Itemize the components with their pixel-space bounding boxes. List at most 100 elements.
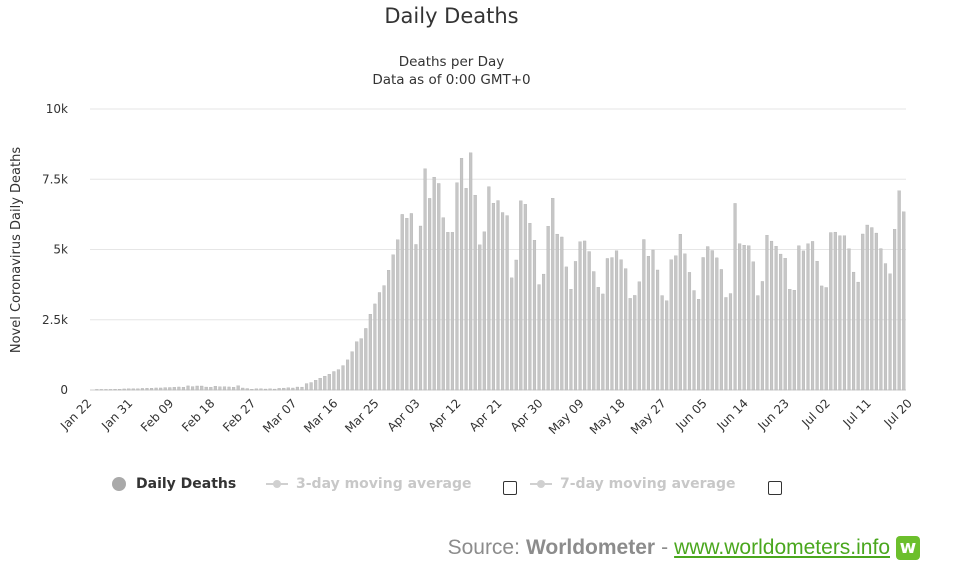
bar[interactable] [355, 341, 359, 391]
bar[interactable] [583, 240, 587, 391]
bar[interactable] [464, 188, 468, 391]
bar[interactable] [218, 386, 222, 391]
bar[interactable] [104, 389, 108, 391]
bar[interactable] [450, 232, 454, 391]
bar[interactable] [820, 285, 824, 391]
bar[interactable] [642, 239, 646, 391]
bar[interactable] [496, 200, 500, 391]
bar[interactable] [241, 387, 245, 391]
bar[interactable] [95, 389, 99, 391]
bar[interactable] [665, 300, 669, 391]
bar[interactable] [719, 269, 723, 391]
bar[interactable] [332, 371, 336, 391]
bar[interactable] [655, 269, 660, 391]
bar[interactable] [491, 203, 496, 391]
bar[interactable] [277, 388, 281, 391]
bar[interactable] [318, 378, 322, 391]
legend-item-3day-moving-average[interactable]: 3-day moving average [296, 476, 472, 492]
bar[interactable] [295, 386, 299, 391]
bar[interactable] [377, 292, 382, 391]
bar[interactable] [473, 195, 477, 391]
bar[interactable] [628, 298, 632, 391]
bar[interactable] [651, 249, 655, 391]
bar[interactable] [350, 351, 354, 391]
bar[interactable] [592, 271, 596, 391]
bar[interactable] [232, 387, 236, 391]
bar[interactable] [528, 223, 532, 391]
bar[interactable] [341, 365, 345, 391]
bar[interactable] [300, 386, 304, 391]
bar[interactable] [254, 388, 258, 391]
bar[interactable] [783, 258, 787, 391]
bar[interactable] [409, 213, 413, 391]
bar[interactable] [396, 239, 400, 391]
bar[interactable] [842, 235, 847, 391]
bar[interactable] [756, 295, 760, 391]
bar[interactable] [833, 231, 837, 391]
bar[interactable] [159, 387, 163, 391]
bar[interactable] [697, 299, 701, 391]
bar[interactable] [601, 293, 605, 391]
bar[interactable] [724, 297, 728, 391]
bar[interactable] [432, 176, 436, 391]
bar[interactable] [856, 281, 860, 391]
bar[interactable] [118, 389, 122, 391]
bar[interactable] [131, 388, 135, 391]
bar[interactable] [209, 387, 213, 391]
bar[interactable] [414, 244, 418, 391]
bar[interactable] [605, 258, 609, 391]
bar[interactable] [865, 224, 869, 391]
bar[interactable] [742, 245, 746, 391]
bar[interactable] [505, 215, 509, 391]
bar[interactable] [706, 246, 710, 391]
bar[interactable] [172, 387, 176, 391]
bar[interactable] [888, 273, 892, 391]
bar[interactable] [336, 369, 341, 391]
bar[interactable] [614, 250, 619, 391]
bar[interactable] [747, 245, 751, 391]
bar[interactable] [555, 233, 559, 391]
bar[interactable] [405, 218, 409, 391]
bar[interactable] [874, 232, 878, 391]
bar[interactable] [701, 257, 705, 391]
legend-item-daily-deaths[interactable]: Daily Deaths [136, 476, 237, 492]
legend-item-7day-moving-average[interactable]: 7-day moving average [560, 476, 736, 492]
bar[interactable] [861, 233, 865, 391]
checkbox-3day-moving-average[interactable] [503, 481, 517, 495]
bar[interactable] [560, 236, 564, 391]
bar[interactable] [728, 293, 733, 391]
bar[interactable] [815, 261, 819, 391]
bar[interactable] [738, 243, 742, 391]
bar[interactable] [596, 287, 600, 391]
bar[interactable] [779, 253, 783, 391]
bar[interactable] [400, 214, 404, 391]
bar[interactable] [236, 385, 240, 391]
bar[interactable] [687, 272, 692, 391]
bar[interactable] [259, 388, 263, 391]
bar[interactable] [542, 273, 546, 391]
bar[interactable] [145, 388, 149, 391]
bar[interactable] [140, 388, 144, 391]
bar[interactable] [637, 281, 641, 391]
bar[interactable] [273, 388, 277, 391]
bar[interactable] [181, 387, 186, 391]
bar[interactable] [345, 359, 350, 391]
bar[interactable] [323, 375, 327, 391]
bar[interactable] [633, 295, 637, 391]
bar[interactable] [222, 386, 227, 391]
bar[interactable] [569, 289, 573, 391]
bar[interactable] [154, 387, 158, 391]
bar[interactable] [245, 388, 249, 391]
bar[interactable] [669, 259, 673, 391]
bar[interactable] [564, 266, 568, 391]
bar[interactable] [364, 328, 368, 391]
bar[interactable] [510, 277, 514, 391]
bar[interactable] [852, 271, 856, 391]
bar[interactable] [801, 250, 806, 391]
bar[interactable] [487, 186, 491, 391]
source-link[interactable]: www.worldometers.info [674, 536, 890, 559]
bar[interactable] [733, 203, 737, 391]
bar[interactable] [537, 284, 541, 391]
bar[interactable] [678, 234, 682, 391]
bar[interactable] [674, 255, 678, 391]
